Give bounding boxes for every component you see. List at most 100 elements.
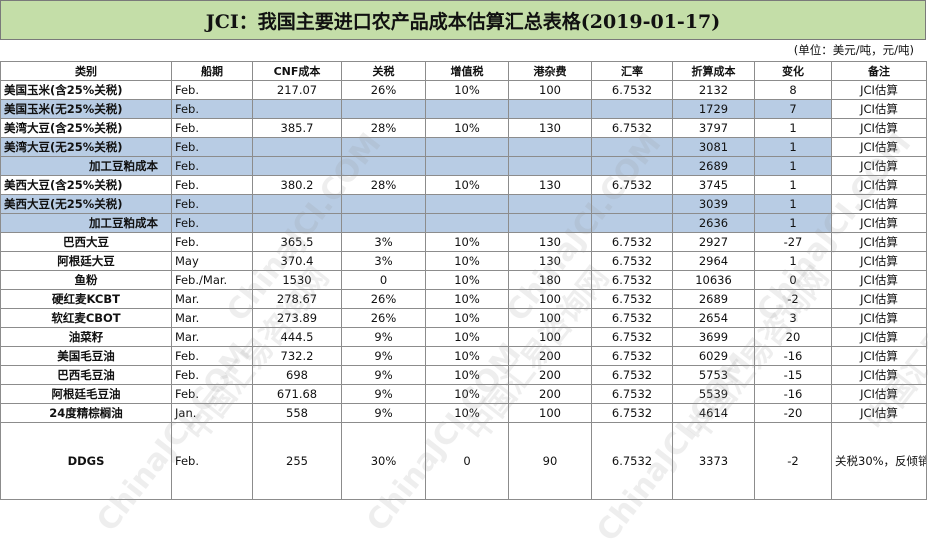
fx-rate-cell — [591, 99, 673, 119]
fx-rate-cell: 6.7532 — [591, 403, 673, 423]
tariff-cell: 9% — [341, 346, 426, 366]
change-cell: 20 — [754, 327, 832, 347]
tariff-cell: 9% — [341, 327, 426, 347]
note-cell: JCI估算 — [831, 289, 927, 309]
change-cell: -2 — [754, 289, 832, 309]
converted-cost-cell: 5753 — [672, 365, 755, 385]
change-cell: 3 — [754, 308, 832, 328]
port-fee-cell: 200 — [508, 365, 592, 385]
header-shipment: 船期 — [171, 61, 253, 81]
tariff-cell: 0 — [341, 270, 426, 290]
table-row: 美湾大豆(含25%关税) Feb. 385.7 28% 10% 130 6.7532 3797… — [0, 118, 927, 138]
change-cell: 7 — [754, 99, 832, 119]
port-fee-cell: 90 — [508, 422, 592, 500]
table-row: DDGSFeb.25530%0906.75323373-2关税30%，反倾销保证… — [0, 422, 927, 500]
fx-rate-cell: 6.7532 — [591, 232, 673, 252]
vat-cell: 10% — [425, 251, 509, 271]
vat-cell: 10% — [425, 118, 509, 138]
shipment-cell: Mar. — [171, 289, 253, 309]
fx-rate-cell: 6.7532 — [591, 80, 673, 100]
note-cell: JCI估算 — [831, 346, 927, 366]
tariff-cell: 30% — [341, 422, 426, 500]
shipment-cell: Feb. — [171, 213, 253, 233]
category-cell: 美湾大豆(无25%关税) — [0, 137, 172, 157]
category-cell: 鱼粉 — [0, 270, 172, 290]
fx-rate-cell: 6.7532 — [591, 384, 673, 404]
cnf-cell — [252, 156, 342, 176]
category-cell: 巴西毛豆油 — [0, 365, 172, 385]
note-cell: JCI估算 — [831, 327, 927, 347]
converted-cost-cell: 5539 — [672, 384, 755, 404]
fx-rate-cell — [591, 156, 673, 176]
cnf-cell: 1530 — [252, 270, 342, 290]
port-fee-cell: 100 — [508, 80, 592, 100]
shipment-cell: Feb. — [171, 156, 253, 176]
note-cell: JCI估算 — [831, 403, 927, 423]
converted-cost-cell: 3039 — [672, 194, 755, 214]
converted-cost-cell: 2689 — [672, 289, 755, 309]
vat-cell: 10% — [425, 403, 509, 423]
cnf-cell: 370.4 — [252, 251, 342, 271]
cnf-cell: 217.07 — [252, 80, 342, 100]
tariff-cell: 9% — [341, 384, 426, 404]
table-row: 美湾大豆(无25%关税) Feb. 3081 1 JCI估算 — [0, 137, 927, 157]
vat-cell — [425, 99, 509, 119]
shipment-cell: Jan. — [171, 403, 253, 423]
cnf-cell: 380.2 — [252, 175, 342, 195]
converted-cost-cell: 4614 — [672, 403, 755, 423]
header-fx: 汇率 — [591, 61, 673, 81]
shipment-cell: Feb. — [171, 384, 253, 404]
shipment-cell: Feb. — [171, 232, 253, 252]
category-cell: 阿根廷毛豆油 — [0, 384, 172, 404]
tariff-cell — [341, 213, 426, 233]
table-title: JCI：我国主要进口农产品成本估算汇总表格(2019-01-17) — [0, 0, 926, 40]
fx-rate-cell: 6.7532 — [591, 422, 673, 500]
vat-cell — [425, 156, 509, 176]
cnf-cell: 671.68 — [252, 384, 342, 404]
header-cnf: CNF成本 — [252, 61, 342, 81]
note-cell: JCI估算 — [831, 80, 927, 100]
fx-rate-cell: 6.7532 — [591, 251, 673, 271]
shipment-cell: Mar. — [171, 327, 253, 347]
vat-cell: 10% — [425, 232, 509, 252]
tariff-cell — [341, 194, 426, 214]
cnf-cell: 273.89 — [252, 308, 342, 328]
change-cell: 1 — [754, 251, 832, 271]
table-row: 加工豆粕成本 Feb. 2636 1 JCI估算 — [0, 213, 927, 233]
vat-cell: 0 — [425, 422, 509, 500]
note-cell: JCI估算 — [831, 194, 927, 214]
cnf-cell — [252, 99, 342, 119]
cnf-cell: 558 — [252, 403, 342, 423]
tariff-cell — [341, 99, 426, 119]
converted-cost-cell: 6029 — [672, 346, 755, 366]
note-cell: 关税30%，反倾销保证金50%，反补贴保证金11.2%，不含包装成本，港杂90元… — [831, 422, 927, 500]
vat-cell: 10% — [425, 327, 509, 347]
cost-table: 类别 船期 CNF成本 关税 增值税 港杂费 汇率 折算成本 变化 备注 美国玉… — [0, 61, 927, 500]
cnf-cell — [252, 137, 342, 157]
category-cell: 美国玉米(含25%关税) — [0, 80, 172, 100]
change-cell: -16 — [754, 384, 832, 404]
note-cell: JCI估算 — [831, 99, 927, 119]
port-fee-cell — [508, 156, 592, 176]
tariff-cell: 3% — [341, 251, 426, 271]
vat-cell: 10% — [425, 384, 509, 404]
category-cell: 美国玉米(无25%关税) — [0, 99, 172, 119]
category-cell: 美西大豆(含25%关税) — [0, 175, 172, 195]
note-cell: JCI估算 — [831, 365, 927, 385]
shipment-cell: Mar. — [171, 308, 253, 328]
change-cell: 0 — [754, 270, 832, 290]
converted-cost-cell: 2927 — [672, 232, 755, 252]
port-fee-cell: 130 — [508, 251, 592, 271]
port-fee-cell: 100 — [508, 403, 592, 423]
shipment-cell: May — [171, 251, 253, 271]
category-cell: DDGS — [0, 422, 172, 500]
fx-rate-cell: 6.7532 — [591, 175, 673, 195]
category-cell: 软红麦CBOT — [0, 308, 172, 328]
category-cell: 硬红麦KCBT — [0, 289, 172, 309]
category-cell: 加工豆粕成本 — [0, 156, 172, 176]
port-fee-cell: 200 — [508, 346, 592, 366]
change-cell: 1 — [754, 118, 832, 138]
cnf-cell: 698 — [252, 365, 342, 385]
change-cell: -20 — [754, 403, 832, 423]
port-fee-cell: 100 — [508, 308, 592, 328]
